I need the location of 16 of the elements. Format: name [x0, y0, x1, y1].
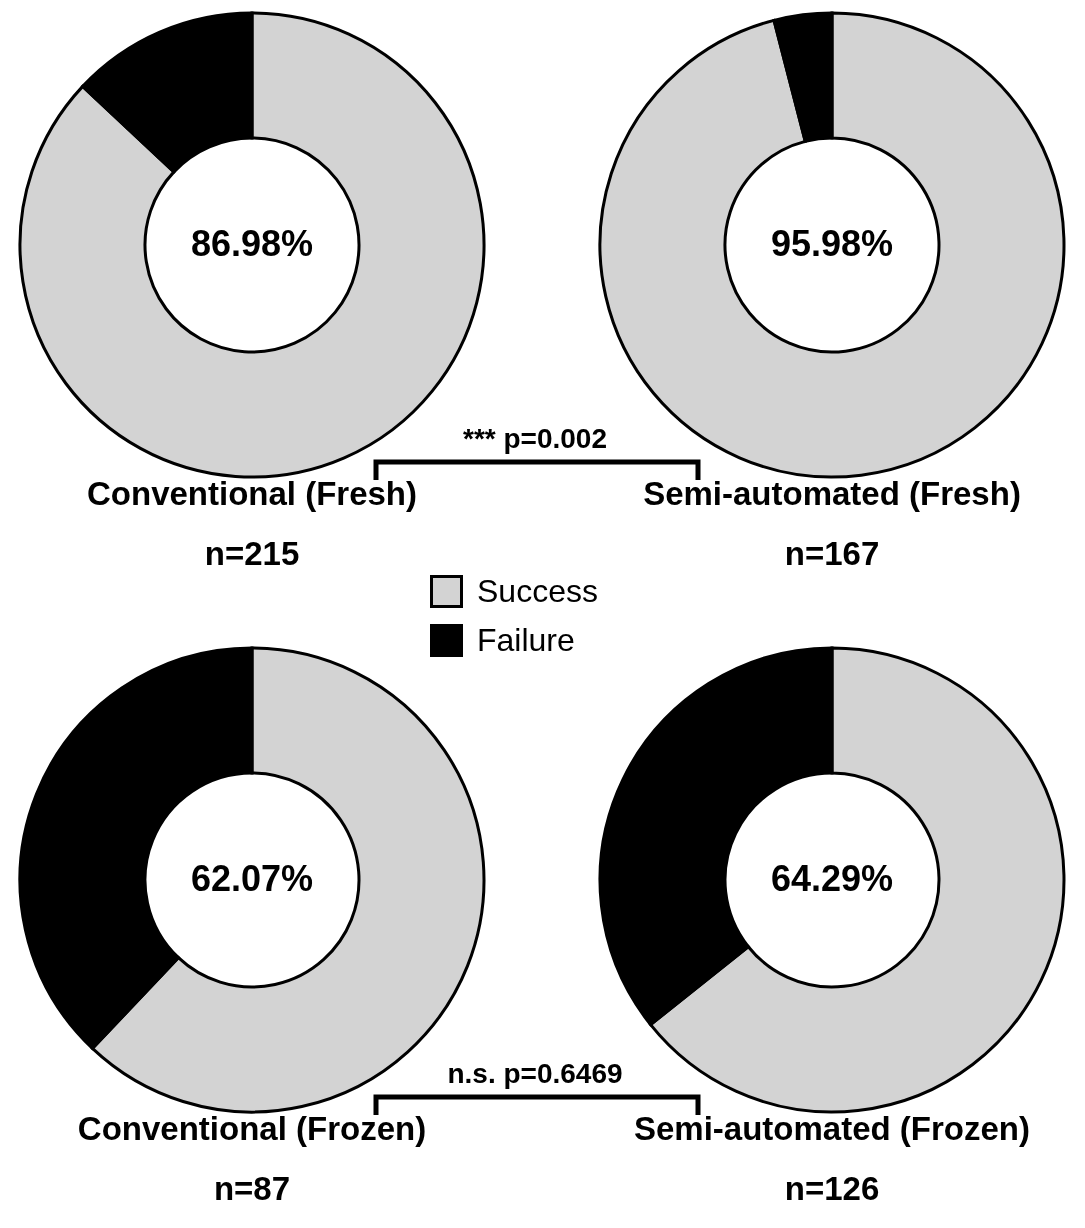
- text: Conventional (Fresh): [86, 475, 418, 512]
- text: n.s. p=0.6469: [447, 1058, 623, 1089]
- data-label: 86.98%: [190, 223, 314, 264]
- legend-label: Success: [477, 572, 598, 609]
- text: Semi-automated (Frozen): [633, 1110, 1031, 1147]
- data-label: 62.07%: [190, 858, 314, 899]
- text: n=215: [204, 535, 300, 572]
- text: Semi-automated (Fresh): [643, 475, 1021, 512]
- text: n=87: [213, 1170, 291, 1207]
- text: *** p=0.002: [463, 423, 607, 454]
- text: n=167: [784, 535, 880, 572]
- data-label: 64.29%: [770, 858, 894, 899]
- data-label: 95.98%: [770, 223, 894, 264]
- text: n=126: [784, 1170, 880, 1207]
- text: Conventional (Frozen): [77, 1110, 427, 1147]
- legend-label: Failure: [477, 621, 575, 658]
